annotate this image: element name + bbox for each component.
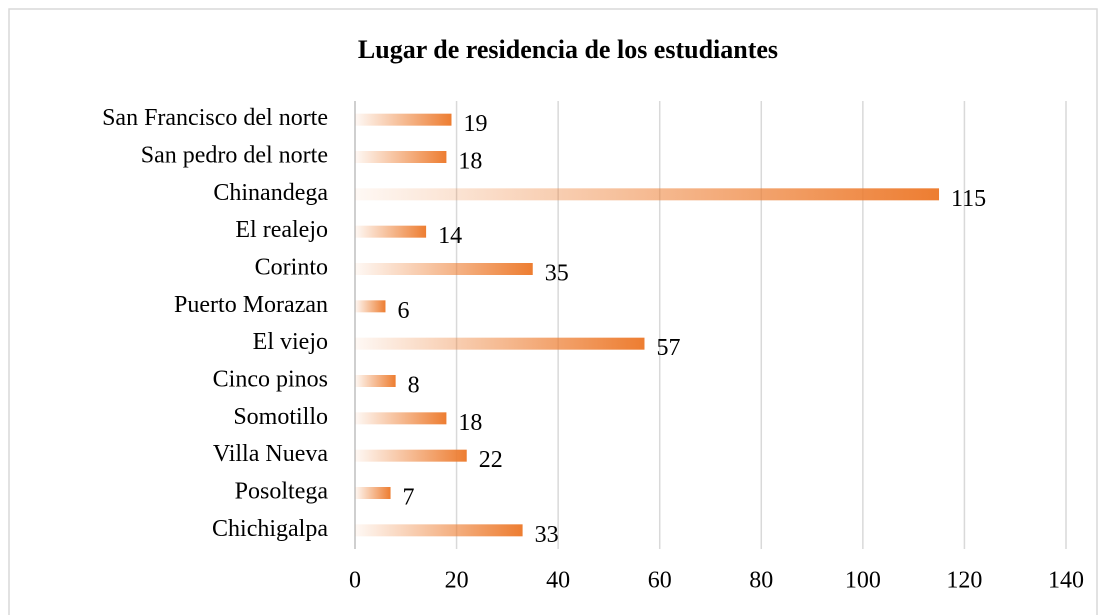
y-tick-label: El realejo xyxy=(235,217,328,243)
bar xyxy=(355,449,467,462)
bar xyxy=(355,375,396,387)
bar xyxy=(355,188,940,201)
data-label: 19 xyxy=(463,111,487,137)
bar xyxy=(355,487,391,499)
y-tick-label: Corinto xyxy=(255,255,328,281)
data-label: 18 xyxy=(458,410,482,436)
y-tick-label: Chinandega xyxy=(213,180,328,206)
data-label: 33 xyxy=(535,522,559,548)
data-label: 18 xyxy=(458,149,482,175)
y-tick-label: Posoltega xyxy=(235,479,329,505)
y-tick-label: El viejo xyxy=(253,329,328,355)
x-tick-label: 40 xyxy=(546,568,570,594)
y-tick-label: Puerto Morazan xyxy=(174,292,328,318)
data-label: 57 xyxy=(656,335,680,361)
x-tick-label: 120 xyxy=(946,568,982,594)
y-tick-label: Somotillo xyxy=(233,404,328,430)
y-tick-label: San Francisco del norte xyxy=(102,105,328,131)
bar xyxy=(355,337,645,350)
x-tick-label: 20 xyxy=(445,568,469,594)
bar xyxy=(355,113,452,126)
bar xyxy=(355,412,447,425)
x-tick-label: 80 xyxy=(749,568,773,594)
y-tick-label: Chichigalpa xyxy=(212,516,328,542)
data-label: 115 xyxy=(951,186,986,212)
x-tick-label: 140 xyxy=(1048,568,1084,594)
bar xyxy=(355,263,533,275)
bar xyxy=(355,225,427,238)
y-tick-label: San pedro del norte xyxy=(141,143,328,169)
data-label: 6 xyxy=(397,298,409,324)
bar xyxy=(355,151,447,163)
data-label: 14 xyxy=(438,223,462,249)
y-tick-label: Cinco pinos xyxy=(213,367,328,393)
chart-border xyxy=(8,8,1098,615)
x-tick-label: 100 xyxy=(845,568,881,594)
y-tick-label: Villa Nueva xyxy=(213,441,329,467)
x-tick-label: 0 xyxy=(349,568,361,594)
data-label: 8 xyxy=(408,373,420,399)
bar xyxy=(355,524,523,537)
x-tick-label: 60 xyxy=(648,568,672,594)
data-label: 35 xyxy=(545,261,569,287)
data-label: 7 xyxy=(403,485,415,511)
chart-title: Lugar de residencia de los estudiantes xyxy=(358,35,778,64)
bar xyxy=(355,300,386,313)
data-label: 22 xyxy=(479,447,503,473)
